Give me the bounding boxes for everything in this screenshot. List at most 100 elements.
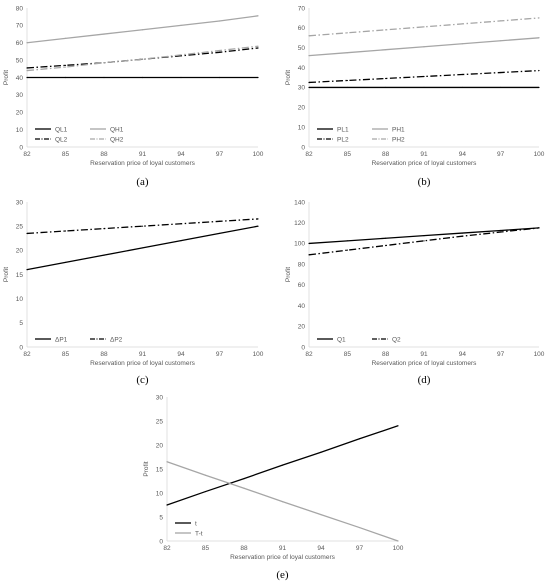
legend-label: PH1 — [392, 126, 405, 133]
y-tick-label: 30 — [298, 85, 306, 92]
y-tick-label: 20 — [16, 248, 24, 255]
data-point-PH1 — [385, 49, 387, 51]
data-point-QL1 — [64, 76, 67, 79]
data-point-QL1 — [26, 76, 28, 79]
data-point-T-t — [281, 501, 284, 503]
y-tick-label: 10 — [156, 490, 164, 497]
y-tick-label: 30 — [16, 92, 24, 99]
y-tick-label: 20 — [298, 105, 306, 112]
y-axis-title: Profit — [143, 461, 150, 476]
x-tick-label: 100 — [534, 151, 545, 158]
data-point-ΔP2 — [257, 218, 259, 220]
y-axis-title: Profit — [3, 267, 10, 282]
x-tick-label: 85 — [62, 351, 70, 358]
legend-label: ΔP1 — [55, 336, 68, 343]
x-tick-label: 100 — [393, 545, 404, 552]
data-point-PH1 — [423, 46, 425, 48]
legend-label: QL1 — [55, 126, 68, 133]
x-tick-label: 91 — [420, 151, 428, 158]
data-point-QH1 — [64, 37, 67, 40]
data-point-ΔP1 — [26, 269, 28, 271]
data-point-PH2 — [500, 20, 502, 22]
x-tick-label: 100 — [253, 351, 264, 358]
y-tick-label: 70 — [16, 23, 24, 30]
data-point-Q1 — [500, 229, 502, 232]
data-point-ΔP1 — [141, 247, 144, 249]
data-point-ΔP1 — [64, 261, 67, 264]
x-tick-label: 94 — [317, 545, 325, 552]
data-point-PH1 — [500, 40, 502, 42]
data-point-ΔP2 — [141, 225, 144, 227]
y-axis-title: Profit — [285, 70, 292, 85]
y-tick-label: 70 — [298, 5, 306, 12]
data-point-t — [204, 490, 207, 493]
chart-panel-5: 0 5 10 15 20 25 30 82 85 88 91 94 97 100 Reservation p… — [143, 394, 404, 581]
x-tick-label: 82 — [305, 351, 313, 358]
y-tick-label: 25 — [16, 223, 24, 230]
x-tick-label: 91 — [139, 151, 147, 158]
data-point-PL2 — [423, 75, 425, 78]
data-point-t — [166, 504, 168, 506]
data-point-Q2 — [461, 235, 463, 237]
data-point-PH1 — [308, 55, 310, 57]
data-point-Q1 — [423, 235, 425, 237]
data-point-ΔP2 — [218, 220, 221, 222]
data-point-Q2 — [346, 249, 348, 251]
data-point-t — [281, 464, 284, 466]
series-line-QH2 — [26, 45, 259, 72]
x-axis-title: Reservation price of loyal customers — [372, 160, 478, 167]
legend-label: Q1 — [337, 336, 346, 343]
legend-label: PH2 — [392, 136, 405, 143]
legend-label: PL1 — [337, 126, 349, 133]
x-axis-title: Reservation price of loyal customers — [90, 160, 196, 167]
x-axis-title: Reservation price of loyal customers — [90, 360, 196, 367]
x-axis-title: Reservation price of loyal customers — [372, 360, 478, 367]
data-point-t — [397, 425, 399, 427]
x-tick-label: 88 — [382, 351, 390, 358]
y-tick-label: 20 — [16, 110, 24, 117]
data-point-t — [358, 438, 361, 440]
data-point-ΔP1 — [257, 225, 259, 227]
panel-label: (a) — [136, 176, 149, 188]
data-point-PL1 — [346, 86, 348, 89]
data-point-QH2 — [141, 58, 144, 60]
y-tick-label: 5 — [19, 320, 23, 327]
y-tick-label: 20 — [298, 324, 306, 331]
data-point-PL2 — [346, 79, 348, 82]
data-point-PL2 — [385, 77, 387, 80]
y-tick-label: 10 — [298, 124, 306, 131]
data-point-PH2 — [308, 35, 310, 37]
series-line-QL2 — [26, 47, 259, 69]
data-point-QH2 — [180, 54, 182, 56]
data-point-t — [243, 478, 245, 480]
panel-label: (c) — [136, 374, 149, 386]
data-point-Q1 — [308, 242, 310, 245]
y-tick-label: 0 — [301, 144, 305, 151]
y-tick-label: 40 — [298, 65, 306, 72]
data-point-PH2 — [461, 23, 463, 25]
data-point-Q2 — [385, 244, 387, 247]
data-point-T-t — [320, 514, 322, 516]
y-tick-label: 30 — [156, 394, 164, 401]
x-tick-label: 85 — [344, 151, 352, 158]
y-tick-label: 140 — [294, 199, 305, 206]
x-tick-label: 97 — [216, 351, 224, 358]
data-point-PL2 — [538, 69, 540, 72]
data-point-Q2 — [538, 227, 540, 229]
y-tick-label: 120 — [294, 220, 305, 227]
data-point-T-t — [204, 474, 207, 476]
panel-label: (e) — [276, 569, 289, 581]
legend-label: Q2 — [392, 336, 401, 343]
chart-panel-1: 0 10 20 30 40 50 60 70 80 82 85 88 91 94 97 100 Reservat… — [3, 5, 264, 188]
legend-label: QH2 — [110, 136, 124, 143]
x-tick-label: 91 — [279, 545, 287, 552]
x-tick-label: 88 — [100, 151, 108, 158]
data-point-QL2 — [218, 51, 221, 53]
y-tick-label: 5 — [159, 514, 163, 521]
data-point-PH1 — [538, 37, 540, 39]
data-point-ΔP2 — [26, 232, 28, 235]
y-tick-label: 15 — [16, 272, 24, 279]
data-point-T-t — [243, 487, 245, 489]
data-point-Q1 — [346, 240, 348, 242]
legend-label: ΔP2 — [110, 336, 123, 343]
